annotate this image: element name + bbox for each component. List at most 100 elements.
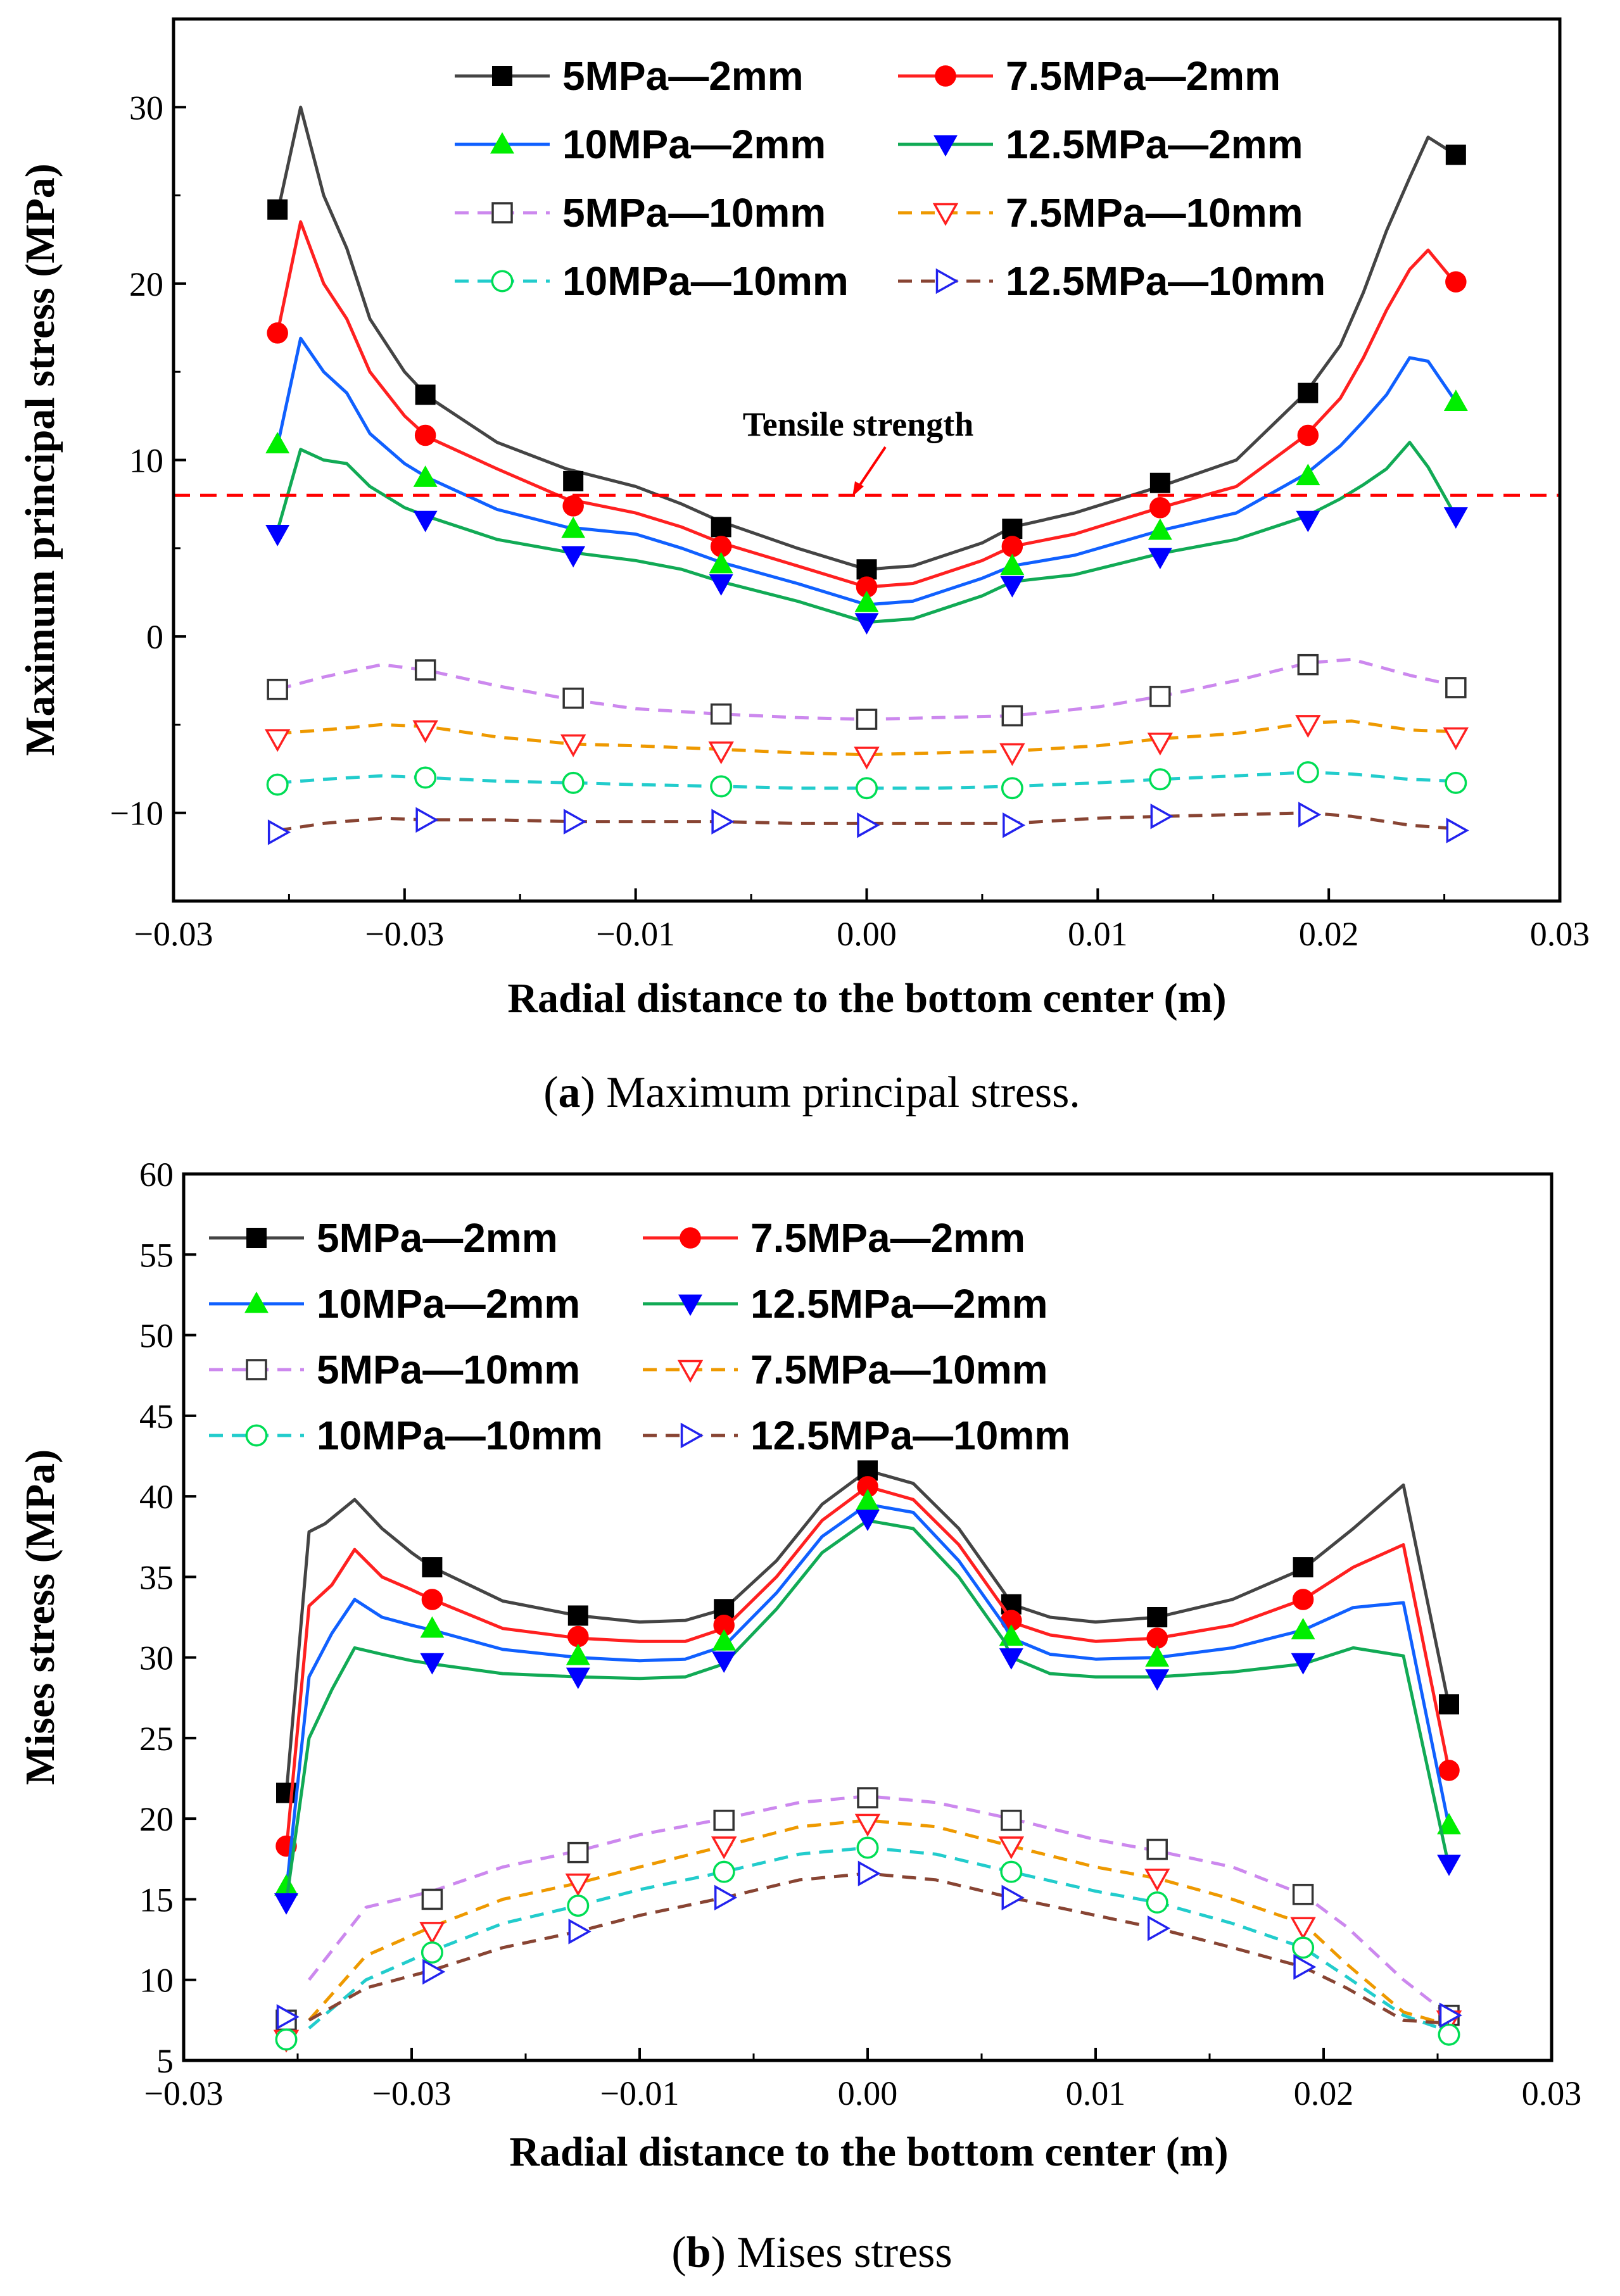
chart-a-caption-label: a	[559, 1068, 581, 1117]
series-8-marker-5	[857, 812, 880, 838]
series-line-1	[275, 105, 1457, 571]
series-1-marker-6	[1002, 519, 1023, 539]
series-8-marker-1	[267, 819, 291, 845]
legend-swatch-marker	[246, 1228, 267, 1248]
series-6-marker-4	[708, 741, 734, 765]
series-1-marker-1	[267, 199, 288, 220]
chart-a-maximum-principal-stress: −0.03 −0.03 −0.01 0.00 0.01 0.02 0.03 −10 0 10 20…	[17, 17, 1590, 1117]
series-5-marker-8	[1292, 1884, 1314, 1905]
chart-a-x-axis-title: Radial distance to the bottom center (m)	[507, 975, 1226, 1021]
chart-a-caption: (a) Maximum principal stress.	[543, 1068, 1080, 1117]
legend-swatch-marker	[490, 132, 514, 154]
series-7-marker-2	[414, 766, 437, 789]
series-2-marker-7	[1149, 496, 1171, 519]
series-7-marker-4	[710, 775, 733, 798]
series-7-marker-4	[712, 1860, 735, 1883]
y-tick-label: 10	[129, 442, 163, 480]
series-6-marker-4	[711, 1836, 737, 1860]
y-tick-label: 45	[139, 1397, 174, 1435]
series-4-marker-6	[1000, 576, 1025, 598]
series-3-marker-8	[1296, 464, 1320, 486]
legend-swatch-marker	[933, 135, 958, 157]
series-2-marker-2	[421, 1589, 443, 1610]
series-8-marker-2	[415, 807, 439, 833]
y-tick-label: 0	[146, 618, 163, 656]
legend-swatch-marker	[935, 268, 959, 294]
x-tick-label: 0.00	[837, 915, 897, 953]
series-7-marker-1	[266, 773, 289, 796]
series-5-marker-1	[267, 678, 288, 700]
series-4-marker-9	[1443, 507, 1468, 529]
series-5-marker-6	[1001, 705, 1023, 727]
legend-swatch-marker	[678, 1294, 702, 1316]
x-tick-label: −0.03	[372, 2074, 452, 2112]
series-5-marker-5	[856, 709, 878, 730]
chart-b-x-axis-title: Radial distance to the bottom center (m)	[509, 2129, 1228, 2175]
series-line-3	[284, 1503, 1451, 1891]
series-6-marker-2	[419, 1922, 445, 1945]
series-3-marker-3	[566, 1643, 590, 1665]
legend-entry-label: 7.5MPa—2mm	[750, 1215, 1025, 1261]
y-tick-label: 10	[139, 1962, 174, 2000]
series-8-marker-3	[563, 809, 586, 835]
series-8-marker-5	[857, 1860, 881, 1886]
series-2-marker-9	[1438, 1760, 1460, 1781]
series-5-marker-6	[1001, 1809, 1022, 1831]
y-tick-label: 30	[129, 89, 163, 127]
chart-b-series-layer	[273, 1460, 1462, 2053]
series-8-marker-9	[1446, 817, 1469, 843]
series-line-2	[284, 1485, 1451, 1851]
chart-b-y-ticks: 5 10 15 20 25 30 35 40 45 50 55 60	[139, 1156, 196, 2080]
series-4-marker-5	[856, 1510, 880, 1532]
series-6-marker-3	[565, 1873, 592, 1896]
y-tick-label: 40	[139, 1478, 174, 1516]
x-tick-label: −0.01	[600, 2074, 680, 2112]
legend-swatch-marker	[932, 203, 959, 226]
series-6-marker-1	[264, 729, 291, 752]
x-tick-label: 0.02	[1294, 2074, 1354, 2112]
tensile-strength-label: Tensile strength	[743, 405, 974, 443]
series-2-marker-9	[1445, 271, 1467, 293]
series-4-marker-8	[1291, 1653, 1315, 1675]
series-4-marker-3	[561, 546, 586, 568]
legend-swatch-marker	[680, 1422, 704, 1449]
chart-b-legend: 5MPa—2mm 7.5MPa—2mm 10MPa—2mm 12.5MPa—2mm 5M…	[209, 1215, 1070, 1458]
x-tick-label: 0.01	[1068, 915, 1128, 953]
series-5-marker-3	[567, 1841, 589, 1864]
series-7-marker-1	[275, 2028, 298, 2051]
series-1-marker-3	[563, 470, 584, 491]
series-1-marker-8	[1298, 382, 1319, 403]
series-4-marker-6	[999, 1648, 1023, 1670]
chart-b-x-ticks: −0.03 −0.03 −0.01 0.00 0.01 0.02 0.03	[144, 2048, 1581, 2112]
series-2-marker-3	[567, 1625, 589, 1648]
series-7-marker-3	[562, 771, 585, 794]
series-2-marker-8	[1297, 424, 1319, 446]
legend-entry-label: 5MPa—2mm	[317, 1215, 558, 1261]
series-3-marker-5	[854, 590, 879, 612]
series-6-marker-5	[854, 1813, 881, 1837]
legend-entry-label: 7.5MPa—10mm	[1006, 190, 1303, 236]
legend-entry-label: 12.5MPa—10mm	[750, 1413, 1070, 1458]
legend-entry-label: 12.5MPa—2mm	[750, 1281, 1048, 1327]
legend-swatch-marker	[680, 1227, 701, 1249]
y-tick-label: 5	[156, 2042, 174, 2080]
series-7-marker-8	[1292, 1936, 1315, 1959]
series-3-marker-8	[1291, 1618, 1315, 1639]
series-5-marker-9	[1445, 677, 1467, 698]
series-1-marker-9	[1445, 144, 1466, 165]
series-3-marker-2	[413, 465, 438, 487]
series-6-marker-2	[412, 720, 438, 743]
chart-a-caption-text: ) Maximum principal stress.	[581, 1068, 1080, 1117]
legend-swatch-marker	[244, 1291, 269, 1313]
legend-swatch-marker	[935, 65, 956, 87]
series-7-marker-3	[567, 1895, 590, 1917]
y-tick-label: 25	[139, 1720, 174, 1758]
series-3-marker-4	[709, 552, 733, 574]
series-4-marker-5	[854, 613, 879, 635]
chart-a-x-ticks: −0.03 −0.03 −0.01 0.00 0.01 0.02 0.03	[134, 888, 1590, 953]
series-4-marker-2	[420, 1653, 445, 1675]
series-7-marker-9	[1438, 2023, 1460, 2046]
series-8-marker-6	[1003, 812, 1026, 838]
chart-a-legend: 5MPa—2mm 7.5MPa—2mm 10MPa—2mm 12.5MPa—2mm 5M…	[455, 53, 1326, 304]
